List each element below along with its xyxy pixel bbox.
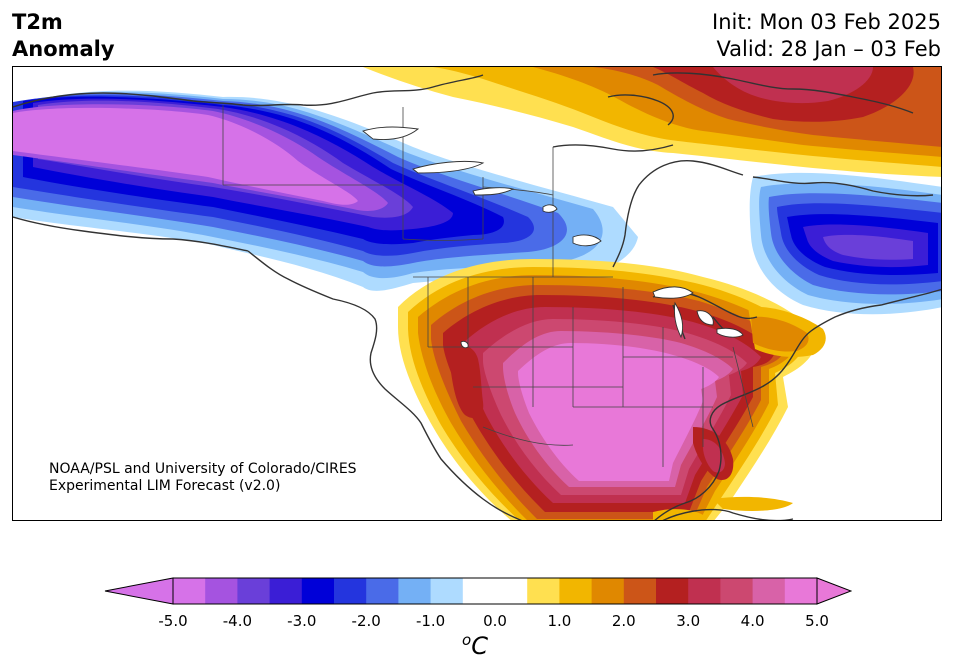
unit-label: C xyxy=(471,632,488,660)
colorbar-border xyxy=(172,577,818,605)
colorbar-tick-label: -5.0 xyxy=(158,612,188,630)
colorbar-bin xyxy=(462,578,496,604)
colorbar-bin xyxy=(623,578,657,604)
colorbar-bin xyxy=(269,578,303,604)
colorbar-bin xyxy=(784,578,818,604)
colorbar-tick-label: -4.0 xyxy=(222,612,253,630)
colorbar-bin xyxy=(720,578,754,604)
title-line-2: Anomaly xyxy=(12,37,115,61)
anomaly-map xyxy=(12,66,942,521)
colorbar-bin xyxy=(366,578,399,604)
colorbar-bin xyxy=(237,578,271,604)
valid-date: Valid: 28 Jan – 03 Feb xyxy=(716,37,941,61)
forecast-dates: Init: Mon 03 Feb 2025 Valid: 28 Jan – 03… xyxy=(712,9,941,63)
colorbar-bin xyxy=(430,578,464,604)
title-line-1: T2m xyxy=(12,10,63,34)
colorbar-bin xyxy=(334,578,367,604)
colorbar-bin xyxy=(752,578,786,604)
colorbar-tick-label: -2.0 xyxy=(351,612,381,630)
colorbar-bin xyxy=(688,578,721,604)
colorbar-bin xyxy=(656,578,689,604)
colorbar-bin xyxy=(398,578,432,604)
colorbar-unit: oC xyxy=(462,631,488,660)
colorbar-bin xyxy=(495,578,528,604)
data-credit: NOAA/PSL and University of Colorado/CIRE… xyxy=(49,461,357,495)
credit-line-2: Experimental LIM Forecast (v2.0) xyxy=(49,478,281,494)
warm-anomaly-conus xyxy=(398,259,816,520)
colorbar-tick-label: 3.0 xyxy=(676,612,701,630)
colorbar-under-arrow xyxy=(104,577,174,605)
credit-line-1: NOAA/PSL and University of Colorado/CIRE… xyxy=(49,461,357,477)
colorbar-bin xyxy=(527,578,560,604)
map-svg xyxy=(13,67,941,520)
colorbar-tick-label: 4.0 xyxy=(740,612,765,630)
colorbar-over-arrow xyxy=(816,577,852,605)
colorbar-bin xyxy=(205,578,238,604)
warm-anomaly-arctic xyxy=(363,67,941,177)
colorbar-tick-label: 0.0 xyxy=(483,612,507,630)
colorbar xyxy=(104,577,852,605)
unit-degree: o xyxy=(462,631,472,649)
colorbar-tick-label: 2.0 xyxy=(611,612,636,630)
colorbar-tick-label: -1.0 xyxy=(415,612,446,630)
colorbar-bin xyxy=(301,578,335,604)
great-lakes xyxy=(362,126,744,349)
map-title: T2m Anomaly xyxy=(12,9,115,63)
colorbar-tick-label: 1.0 xyxy=(547,612,572,630)
colorbar-tick-label: -3.0 xyxy=(287,612,317,630)
colorbar-bin xyxy=(591,578,625,604)
colorbar-bin xyxy=(173,578,206,604)
colorbar-tick-label: 5.0 xyxy=(805,612,829,630)
init-date: Init: Mon 03 Feb 2025 xyxy=(712,10,941,34)
cold-anomaly-east xyxy=(749,172,941,315)
colorbar-ticks: -5.0 -4.0 -3.0 -2.0 -1.0 0.0 1.0 2.0 3.0 4.0 5.0 xyxy=(0,612,954,632)
colorbar-bin xyxy=(559,578,593,604)
